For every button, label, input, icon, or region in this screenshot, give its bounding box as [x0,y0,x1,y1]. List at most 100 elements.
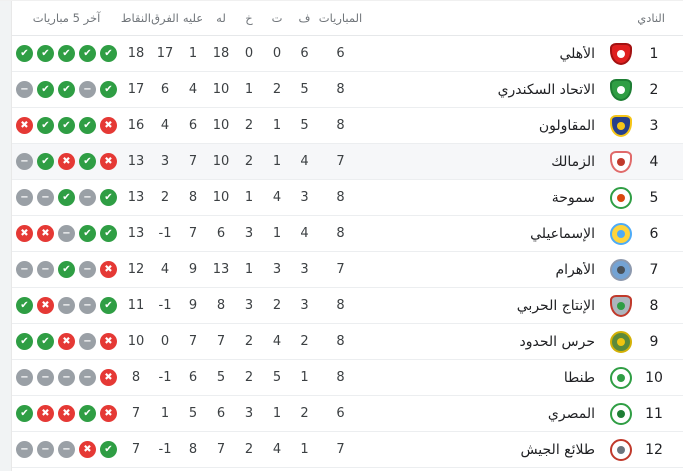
last5-results: ✔ ✔ ✖ − ✖ [12,333,121,350]
stat-draws: 2 [272,298,282,313]
stat-draws: 4 [272,190,282,205]
draw-minus-icon: − [79,297,96,314]
stat-played: 7 [336,262,345,277]
club-name[interactable]: الإسماعيلي [530,225,595,242]
stat-goals-for: 6 [216,406,226,421]
stat-goals-against: 9 [188,298,198,313]
stat-played: 7 [336,442,345,457]
stat-goals-for: 10 [212,190,230,205]
club-logo-cell [603,258,639,281]
loss-cross-icon: ✖ [79,441,96,458]
stat-goals-against: 4 [188,82,198,97]
scrollbar-track[interactable] [0,1,12,471]
club-name[interactable]: الإنتاج الحربي [516,297,595,314]
club-logo-cell [603,294,639,317]
club-logo-emblem [617,337,625,346]
last5-results: − ✔ ✔ − ✔ [12,81,121,98]
loss-cross-icon: ✖ [37,225,54,242]
draw-minus-icon: − [58,297,75,314]
club-logo-emblem [617,445,625,454]
club-logo-emblem [617,193,625,202]
row-rank: 10 [645,369,663,386]
draw-minus-icon: − [79,261,96,278]
stat-goal-diff: 2 [160,190,170,205]
table-row[interactable]: 7 الأهرام 7 3 3 1 13 9 4 12− − ✔ − ✖ [12,252,683,288]
club-name[interactable]: الأهرام [555,261,595,278]
stat-goals-against: 5 [188,406,198,421]
stat-goal-diff: -1 [158,442,172,457]
stat-points: 16 [127,118,145,133]
table-row[interactable]: 9 حرس الحدود 8 2 4 2 7 7 0 10 ✔ ✔ ✖ − ✖ [12,324,683,360]
club-name[interactable]: الأهلي [559,45,595,62]
win-check-icon: ✔ [16,405,33,422]
row-rank: 9 [649,333,659,350]
row-rank: 2 [649,81,659,98]
row-rank: 3 [649,117,659,134]
stat-goals-against: 6 [188,118,198,133]
win-check-icon: ✔ [79,225,96,242]
stat-played: 7 [336,154,345,169]
club-logo-emblem [617,157,625,166]
win-check-icon: ✔ [58,189,75,206]
table-row[interactable]: 3 المقاولون 8 5 1 2 10 6 4 16 ✖ ✔ ✔ ✔ ✖ [12,108,683,144]
club-name[interactable]: المقاولون [538,117,595,134]
club-logo-cell [603,114,639,137]
draw-minus-icon: − [79,333,96,350]
stat-played: 8 [336,298,345,313]
stat-goals-against: 6 [188,370,198,385]
header-goal-diff: الفرق [151,11,179,25]
table-row[interactable]: 8 الإنتاج الحربي 8 3 2 3 8 9 -1 11 ✔ ✖ − − ✔ [12,288,683,324]
win-check-icon: ✔ [37,81,54,98]
table-row[interactable]: 10 طنطا 8 1 5 2 5 6 -1 8− − − − ✖ [12,360,683,396]
club-name[interactable]: سموحة [551,189,595,206]
stat-wins: 4 [300,154,309,169]
table-row[interactable]: 6 الإسماعيلي 8 4 1 3 6 7 -1 13 ✖ ✖ − ✔ ✔ [12,216,683,252]
club-name[interactable]: المصري [547,405,595,422]
stat-goals-for: 10 [212,118,230,133]
club-name[interactable]: حرس الحدود [519,333,595,350]
loss-cross-icon: ✖ [100,261,117,278]
club-logo-icon [610,330,632,353]
stat-goals-against: 7 [188,154,198,169]
last5-results: − − ✔ − ✔ [12,189,121,206]
stat-losses: 0 [244,46,254,61]
stat-losses: 3 [244,298,254,313]
club-name[interactable]: طلائع الجيش [520,441,595,458]
club-logo-icon [610,114,632,137]
stat-played: 6 [336,46,345,61]
club-name[interactable]: الزمالك [551,153,595,170]
club-logo-icon [610,258,632,281]
draw-minus-icon: − [16,369,33,386]
stat-goal-diff: -1 [158,370,172,385]
table-row[interactable]: 12 طلائع الجيش 7 1 4 2 7 8 -1 7− − − ✖ ✔ [12,432,683,468]
stat-losses: 2 [244,442,254,457]
stat-draws: 1 [272,226,282,241]
draw-minus-icon: − [79,369,96,386]
table-row[interactable]: 2 الاتحاد السكندري 8 5 2 1 10 4 6 17− ✔ ✔ − ✔ [12,72,683,108]
win-check-icon: ✔ [79,117,96,134]
stat-wins: 1 [300,370,309,385]
club-name[interactable]: طنطا [563,369,595,386]
stat-goals-for: 10 [212,82,230,97]
win-check-icon: ✔ [37,333,54,350]
loss-cross-icon: ✖ [100,117,117,134]
table-row[interactable]: 1 الأهلي 6 6 0 0 18 1 17 18 ✔ ✔ ✔ ✔ ✔ [12,36,683,72]
stat-losses: 1 [244,190,254,205]
club-logo-cell [603,366,639,389]
table-row[interactable]: 4 الزمالك 7 4 1 2 10 7 3 13− ✔ ✖ ✔ ✖ [12,144,683,180]
club-logo-emblem [617,229,625,238]
stat-wins: 4 [300,226,309,241]
win-check-icon: ✔ [100,297,117,314]
draw-minus-icon: − [58,441,75,458]
stat-goals-against: 9 [188,262,198,277]
win-check-icon: ✔ [58,117,75,134]
stat-goals-for: 7 [216,442,226,457]
win-check-icon: ✔ [16,45,33,62]
club-name[interactable]: الاتحاد السكندري [497,81,595,98]
table-row[interactable]: 11 المصري 6 2 1 3 6 5 1 7 ✔ ✖ ✖ ✔ ✖ [12,396,683,432]
draw-minus-icon: − [58,369,75,386]
header-club: النادي [637,11,665,25]
table-row[interactable]: 5 سموحة 8 3 4 1 10 8 2 13− − ✔ − ✔ [12,180,683,216]
club-logo-cell [603,42,639,65]
